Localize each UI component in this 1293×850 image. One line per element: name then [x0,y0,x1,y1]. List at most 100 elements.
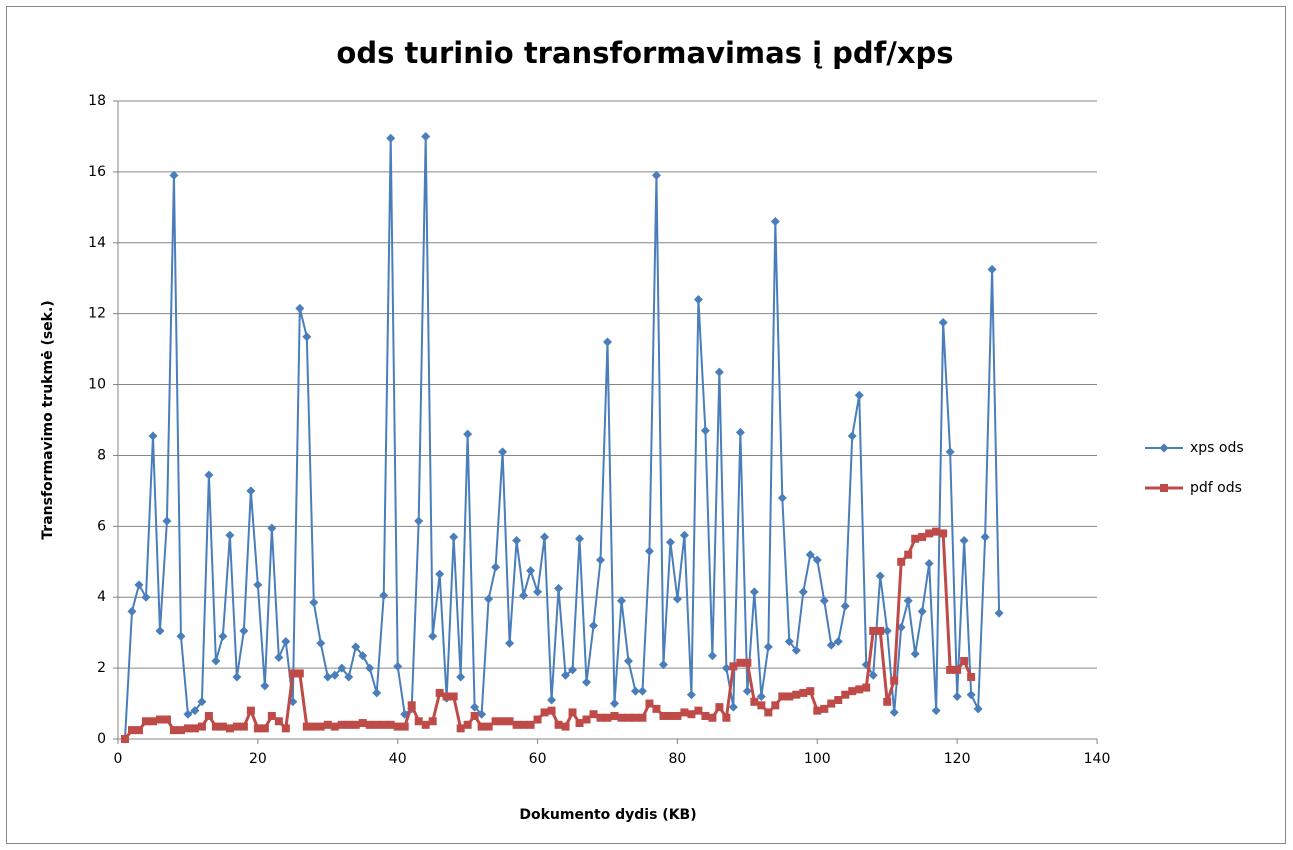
marker [351,642,361,652]
marker [337,720,346,729]
marker [400,722,409,731]
marker [925,529,934,538]
marker [582,715,591,724]
marker [316,722,325,731]
marker [309,598,319,608]
marker [714,367,724,377]
x-tick-label: 140 [1084,751,1111,767]
y-tick-label: 8 [97,447,106,463]
series-line [123,136,1001,740]
marker [421,720,430,729]
marker [806,687,815,696]
marker [330,670,340,680]
marker [302,332,312,342]
marker [715,703,724,712]
marker [197,722,206,731]
marker [694,706,703,715]
marker [533,587,543,597]
marker [603,337,612,347]
marker [428,631,438,641]
marker [218,722,227,731]
marker [645,699,654,708]
marker [945,447,955,457]
marker [540,708,549,717]
marker [686,690,696,700]
marker [253,580,263,590]
marker [260,724,269,733]
marker [337,663,347,673]
marker [295,669,304,678]
marker [938,318,948,328]
marker [484,722,493,731]
marker [603,713,612,722]
marker [757,701,766,710]
marker [589,710,598,719]
marker [847,431,857,441]
marker [393,722,402,731]
marker [736,658,745,667]
marker [623,656,633,666]
marker [505,638,515,648]
marker [316,638,326,648]
marker [743,658,752,667]
marker [477,709,487,719]
marker [889,707,899,717]
marker [953,665,962,674]
marker [225,530,235,540]
marker [770,217,780,227]
marker [197,697,207,707]
marker [785,692,794,701]
marker [176,726,185,735]
marker [260,681,270,691]
legend-marker [1159,443,1169,453]
chart-title: ods turinio transformavimas į pdf/xps [336,36,953,70]
marker [491,562,501,572]
marker [763,642,773,652]
marker [253,724,262,733]
marker [456,672,466,682]
marker [281,724,290,733]
marker [833,637,843,647]
marker [651,170,661,180]
marker [547,695,557,705]
marker [351,720,360,729]
marker [554,583,564,593]
marker [211,656,221,666]
marker [679,530,689,540]
marker [344,672,354,682]
marker [750,697,759,706]
marker [281,637,291,647]
marker [798,587,808,597]
marker [973,704,983,714]
marker [540,532,550,542]
marker [365,663,375,673]
marker [610,711,619,720]
marker [708,713,717,722]
marker [777,493,787,503]
marker [379,590,389,600]
marker [589,621,599,631]
marker [155,715,164,724]
marker [575,719,584,728]
marker [637,686,647,696]
marker [924,559,934,569]
marker [805,550,815,560]
y-tick-label: 6 [97,518,106,534]
marker [848,687,857,696]
marker [344,720,353,729]
marker [883,697,892,706]
y-tick-label: 14 [88,235,106,251]
y-tick-label: 12 [88,306,106,322]
marker [644,546,654,556]
marker [967,672,976,681]
marker [882,626,892,636]
x-tick-label: 120 [944,751,971,767]
marker [812,555,822,565]
marker [890,676,899,685]
marker [966,690,976,700]
marker [652,704,661,713]
marker [183,709,193,719]
marker [987,264,997,274]
marker [498,717,507,726]
